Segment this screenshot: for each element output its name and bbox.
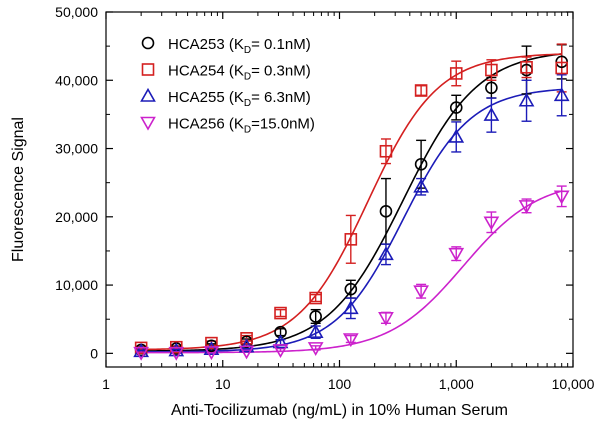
hca256-point [307,342,324,357]
legend: HCA253 (KD= 0.1nM) HCA254 (KD= 0.3nM) HCA2… [140,36,315,136]
hca255-point [168,342,185,357]
hca256-point [272,344,289,359]
hca253-legend-label: HCA253 (KD= 0.1nM) [168,36,311,56]
hca255-point [483,106,500,121]
hca255-point [448,128,465,143]
hca255-legend-label: HCA255 (KD= 6.3nM) [168,89,311,109]
hca256-point [133,346,150,361]
hca255-point [378,246,394,261]
hca254-legend-marker [141,63,155,76]
hca256-point [378,312,394,326]
y-tick-label: 0 [90,345,98,361]
hca253-legend-marker [141,36,155,50]
hca254-point [274,306,287,320]
hca253-point [379,205,393,218]
hca256-point [168,346,185,361]
y-tick-label: 30,000 [55,141,98,157]
hca254-point [449,67,463,80]
x-tick-label: 1 [102,376,110,392]
hca253-point [485,81,498,95]
hca255-point [553,87,570,102]
hca255-point [413,178,429,193]
hca256-point [518,200,535,215]
hca256-point [342,333,359,348]
hca254-point [344,233,358,246]
hca256-point [483,216,500,231]
y-tick-label: 10,000 [55,277,98,293]
hca255-legend-marker [140,87,156,102]
hca253-point [344,282,358,296]
hca254-point [555,61,568,75]
y-tick-label: 50,000 [55,4,98,20]
hca254-point [485,63,498,77]
hca254-point [414,84,428,97]
axes: 1 10 100 1,000 10,000 0 10,000 20,000 30,000 40,0… [55,4,594,392]
hca253-point [449,101,463,114]
hca254-point [205,336,218,350]
hca255-point [307,324,324,338]
y-tick-label: 40,000 [55,72,98,88]
hca255-point [203,341,220,356]
hca254-legend-label: HCA254 (KD= 0.3nM) [168,63,311,83]
x-tick-label: 10 [215,376,231,392]
hca255-point [133,343,150,358]
hca255-point [342,300,359,315]
hca253-point [274,325,287,339]
hca256-point [203,346,220,361]
hca254-point [309,291,322,305]
x-axis-title: Anti-Tocilizumab (ng/mL) in 10% Human Se… [171,402,508,419]
x-tick-label: 1,000 [439,376,474,392]
hca254-point [379,144,393,158]
y-axis-title: Fluorescence Signal [10,117,27,262]
hca254-point [520,60,533,74]
hca256-point [553,190,570,205]
hca254-point [240,332,253,345]
hca256-point [413,285,429,300]
x-tick-label: 10,000 [552,376,595,392]
hca253-point [414,157,428,171]
hca255-point [272,334,289,349]
y-tick-label: 20,000 [55,209,98,225]
hca256-legend-label: HCA256 (KD=15.0nM) [168,116,315,136]
hca253-point [309,310,322,323]
hca256-point [238,345,255,360]
hca255-point [518,92,535,107]
data-points [133,55,570,361]
hca256-point [448,247,465,262]
x-tick-label: 100 [328,376,352,392]
hca256-legend-marker [140,116,156,131]
